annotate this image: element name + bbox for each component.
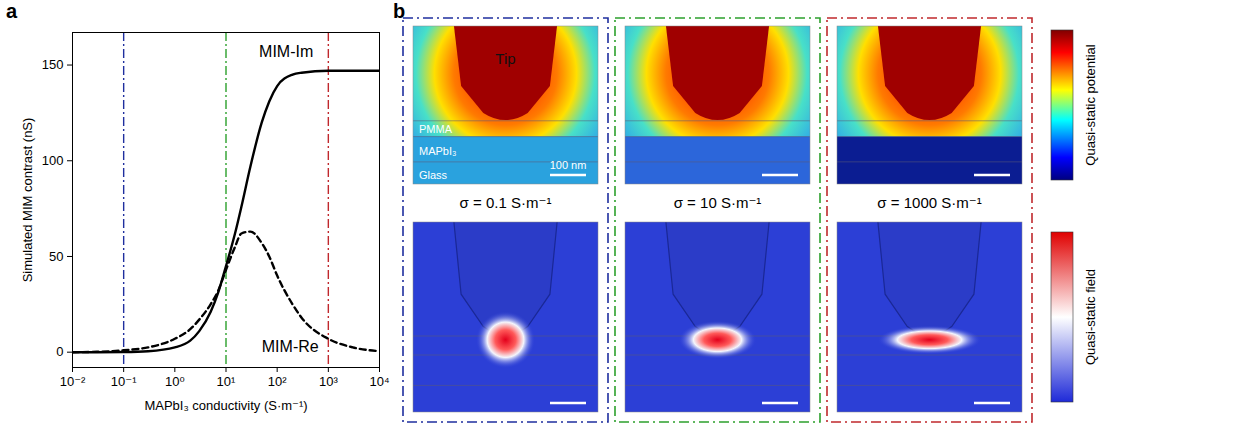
svg-text:Quasi-static field: Quasi-static field [1083, 269, 1098, 365]
svg-text:PMMA: PMMA [419, 123, 453, 135]
html-text:a: a [6, 0, 18, 22]
svg-text:10³: 10³ [319, 374, 338, 389]
svg-text:σ = 1000 S·m⁻¹: σ = 1000 S·m⁻¹ [877, 194, 981, 211]
svg-text:MAPbI₃: MAPbI₃ [419, 145, 457, 157]
svg-text:150: 150 [42, 57, 64, 72]
svg-text:10²: 10² [268, 374, 287, 389]
svg-text:0: 0 [56, 344, 63, 359]
html-text:b: b [393, 0, 406, 22]
svg-text:MIM-Re: MIM-Re [262, 338, 319, 355]
svg-text:100 nm: 100 nm [550, 159, 587, 171]
svg-text:Tip: Tip [495, 50, 515, 67]
svg-text:10⁻¹: 10⁻¹ [111, 374, 137, 389]
svg-text:Quasi-static potential: Quasi-static potential [1083, 44, 1098, 166]
svg-text:10⁴: 10⁴ [369, 374, 389, 389]
svg-text:Simulated MIM contrast (nS): Simulated MIM contrast (nS) [20, 118, 35, 283]
svg-text:MIM-Im: MIM-Im [259, 43, 313, 60]
svg-text:MAPbI₃ conductivity (S·m⁻¹): MAPbI₃ conductivity (S·m⁻¹) [144, 398, 307, 413]
svg-text:Glass: Glass [419, 169, 448, 181]
svg-text:50: 50 [49, 249, 63, 264]
svg-text:10⁰: 10⁰ [165, 374, 185, 389]
svg-text:10¹: 10¹ [217, 374, 236, 389]
svg-text:100: 100 [42, 153, 64, 168]
svg-text:10⁻²: 10⁻² [60, 374, 86, 389]
svg-text:σ = 0.1 S·m⁻¹: σ = 0.1 S·m⁻¹ [460, 194, 552, 211]
svg-text:σ = 10 S·m⁻¹: σ = 10 S·m⁻¹ [674, 194, 762, 211]
